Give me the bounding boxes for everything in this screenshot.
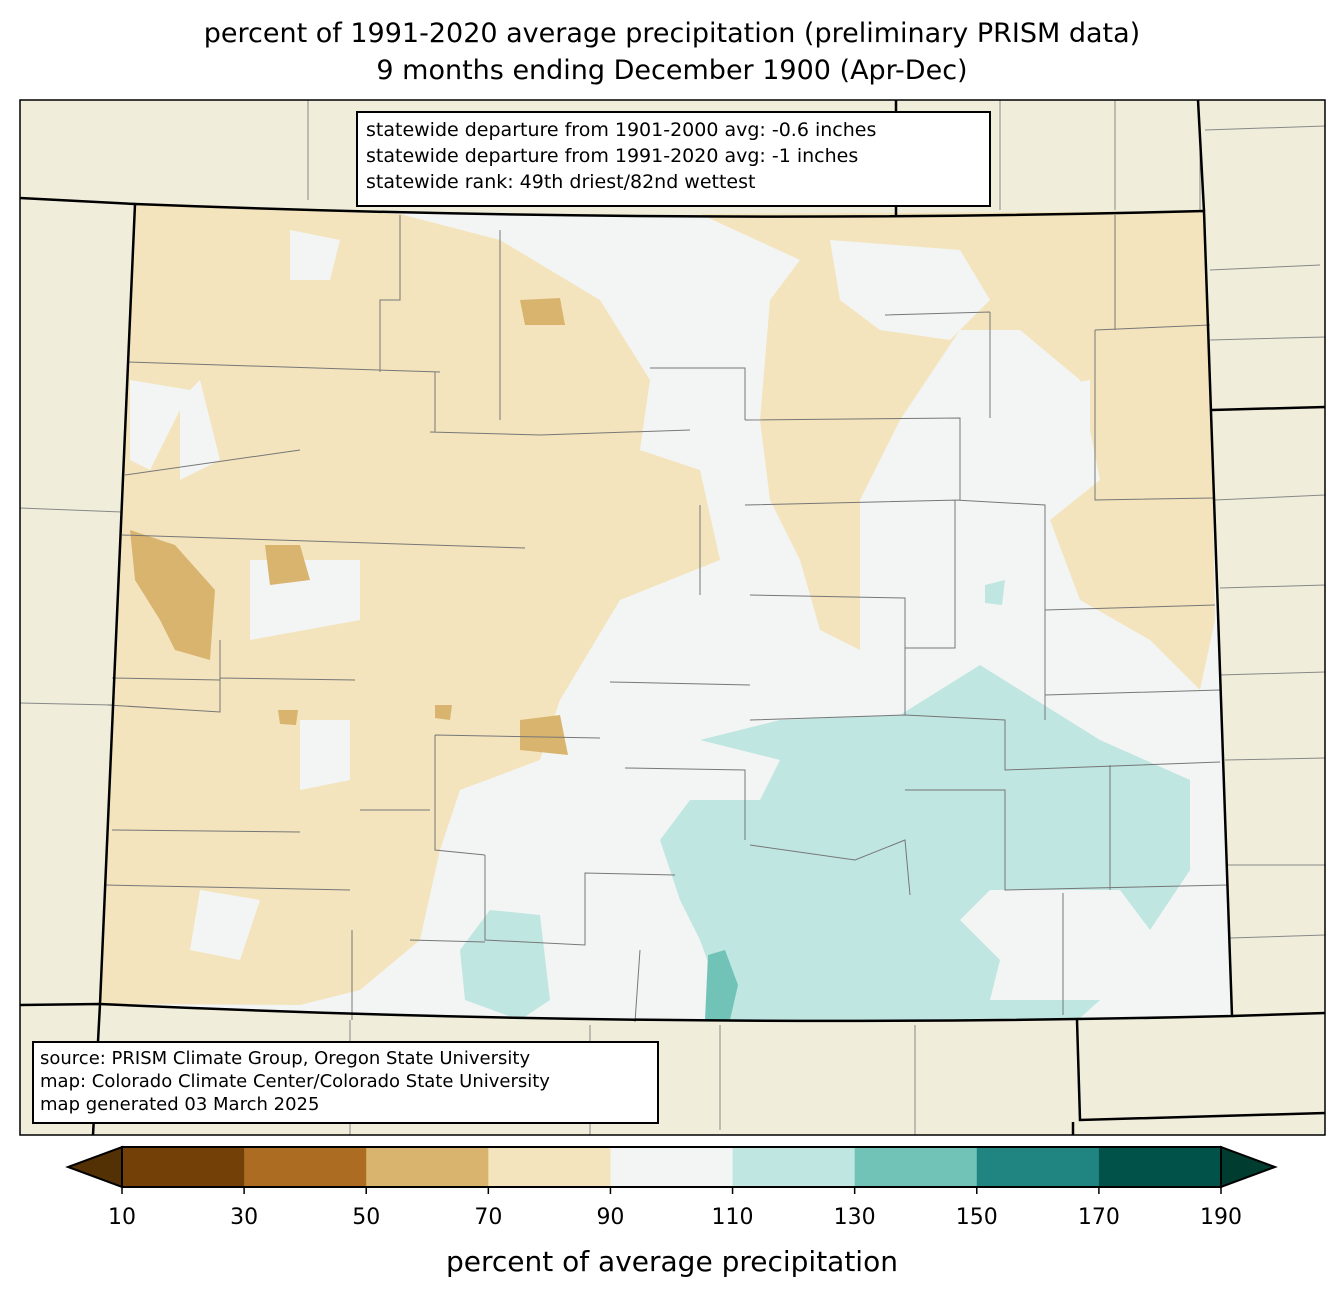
colorbar-tick-label: 50 (352, 1205, 381, 1230)
colorbar-tick-label: 130 (833, 1205, 876, 1230)
colorbar-segment (122, 1147, 245, 1187)
colorbar-tick-label: 70 (474, 1205, 503, 1230)
neighbor-county-lines (19, 100, 1326, 1135)
map-title: percent of 1991-2020 average precipitati… (203, 18, 1141, 49)
colorbar-tick-label: 150 (955, 1205, 998, 1230)
colorbar-under-arrow (65, 1145, 123, 1189)
county-lines (104, 215, 1229, 1023)
colorbar-segment (610, 1147, 734, 1187)
credit-source: source: PRISM Climate Group, Oregon Stat… (40, 1048, 531, 1069)
colorbar-tick-label: 190 (1200, 1205, 1242, 1230)
wet-patches (460, 580, 1005, 1020)
near-normal-patches-west (130, 230, 360, 960)
credits-box: source: PRISM Climate Group, Oregon Stat… (32, 1041, 659, 1124)
dry-region-northeast (700, 211, 1215, 690)
colorbar-segment (854, 1147, 978, 1187)
map-frame (19, 99, 1326, 1136)
stat-departure-1901-2000: statewide departure from 1901-2000 avg: … (366, 119, 877, 141)
stat-departure-1991-2020: statewide departure from 1991-2020 avg: … (366, 145, 859, 167)
colorbar-segment (488, 1147, 611, 1187)
colorbar-segment (732, 1147, 856, 1187)
colorbar-label: percent of average precipitation (446, 1245, 898, 1278)
map-subtitle: 9 months ending December 1900 (Apr-Dec) (376, 55, 968, 86)
colorbar-tick-label: 10 (108, 1205, 136, 1230)
dry-region-west (100, 204, 720, 1005)
colorbar (65, 1145, 1278, 1194)
colorbar-over-arrow (1220, 1145, 1278, 1189)
stat-rank: statewide rank: 49th driest/82nd wettest (366, 171, 756, 193)
colorbar-tick-label: 110 (711, 1205, 754, 1230)
credit-generated: map generated 03 March 2025 (40, 1094, 320, 1115)
colorbar-tick-label: 90 (596, 1205, 625, 1230)
wetter-patch (705, 950, 738, 1020)
colorbar-tick-label: 30 (230, 1205, 259, 1230)
colorbar-outline (121, 1146, 1222, 1188)
credit-map: map: Colorado Climate Center/Colorado St… (40, 1071, 550, 1092)
colorbar-segment (976, 1147, 1100, 1187)
colorbar-segment (366, 1147, 489, 1187)
colorbar-tick-label: 170 (1077, 1205, 1120, 1230)
colorbar-segment (1098, 1147, 1222, 1187)
near-normal-patches (830, 240, 1090, 480)
statewide-stats-box: statewide departure from 1901-2000 avg: … (356, 111, 991, 207)
colorbar-segment (244, 1147, 367, 1187)
wet-region-southeast (660, 665, 1190, 1022)
